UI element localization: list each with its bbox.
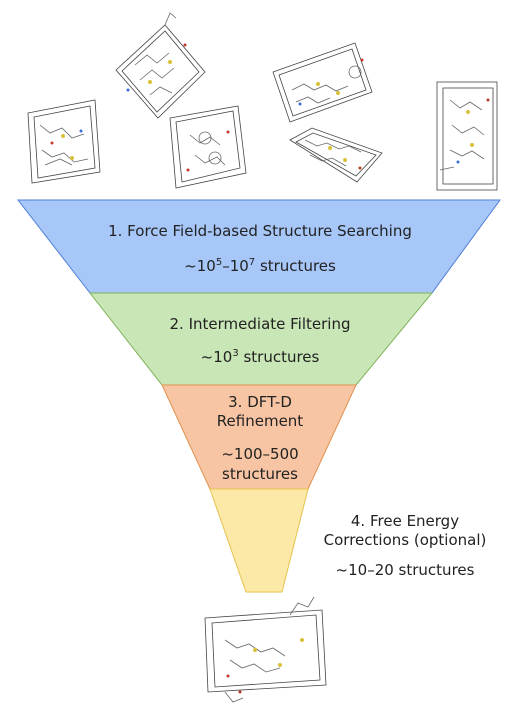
stage-3-count-line1: ~100–500	[221, 445, 299, 463]
stage-1-count-mid: –10	[222, 257, 249, 275]
stage-4-count: ~10–20 structures	[335, 561, 475, 579]
stage-2-count-exp1: 3	[232, 348, 239, 359]
stage-1-band	[16, 199, 501, 294]
stage-2-count: ~103 structures	[110, 348, 410, 367]
stage-3-count-line2: structures	[222, 465, 298, 483]
stage-1-count: ~105–107 structures	[60, 257, 460, 276]
stage-1-count-exp1: 5	[215, 257, 223, 268]
stage-2-count-suffix: structures	[238, 348, 320, 366]
stage-4-band	[209, 488, 309, 593]
stage-4-title-line2: Corrections (optional)	[323, 531, 487, 549]
stage-4-title-line1: 4. Free Energy	[350, 512, 460, 530]
top-center-right-crystal	[272, 42, 373, 123]
stage-3-title-line1: 3. DFT-D	[228, 393, 292, 411]
top-left-crystal	[27, 99, 101, 184]
bottom-crystal	[204, 596, 327, 703]
stage-1-title: 1. Force Field-based Structure Searching	[108, 222, 412, 240]
stage-3-title-line2: Refinement	[216, 412, 304, 430]
top-left-center-crystal	[115, 12, 206, 119]
stage-1-count-suffix: structures	[255, 257, 336, 275]
stage-2-band	[88, 292, 434, 386]
stage-1-count-exp2: 7	[248, 257, 256, 268]
top-right-crystal	[436, 81, 498, 191]
stage-2-title: 2. Intermediate Filtering	[169, 315, 351, 333]
stage-2-count-prefix: ~10	[200, 348, 233, 366]
top-center-crystal	[169, 105, 247, 189]
stage-1-count-prefix: ~10	[184, 257, 216, 275]
top-right-upper-crystal	[289, 127, 383, 183]
